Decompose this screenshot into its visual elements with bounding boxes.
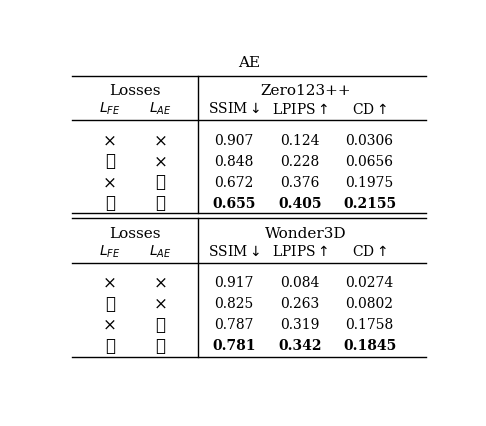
Text: 0.263: 0.263: [280, 297, 320, 311]
Text: ×: ×: [103, 174, 117, 191]
Text: CD$\uparrow$: CD$\uparrow$: [352, 245, 387, 259]
Text: 0.2155: 0.2155: [343, 197, 396, 210]
Text: Losses: Losses: [109, 84, 161, 98]
Text: 0.124: 0.124: [280, 134, 320, 148]
Text: 0.1758: 0.1758: [346, 318, 394, 332]
Text: 0.781: 0.781: [212, 340, 256, 353]
Text: SSIM$\downarrow$: SSIM$\downarrow$: [208, 245, 260, 259]
Text: CD$\uparrow$: CD$\uparrow$: [352, 102, 387, 117]
Text: 0.787: 0.787: [214, 318, 254, 332]
Text: LPIPS$\uparrow$: LPIPS$\uparrow$: [272, 245, 328, 259]
Text: 0.084: 0.084: [280, 276, 320, 291]
Text: 0.342: 0.342: [278, 340, 322, 353]
Text: ×: ×: [154, 153, 168, 170]
Text: LPIPS$\uparrow$: LPIPS$\uparrow$: [272, 102, 328, 117]
Text: ✓: ✓: [156, 317, 166, 334]
Text: $L_{AE}$: $L_{AE}$: [149, 244, 172, 260]
Text: ✓: ✓: [104, 153, 115, 170]
Text: ×: ×: [103, 132, 117, 149]
Text: 0.228: 0.228: [280, 155, 320, 169]
Text: ✓: ✓: [104, 195, 115, 212]
Text: $L_{FE}$: $L_{FE}$: [99, 101, 121, 118]
Text: 0.672: 0.672: [214, 176, 254, 190]
Text: 0.0306: 0.0306: [346, 134, 394, 148]
Text: Losses: Losses: [109, 227, 161, 241]
Text: ✓: ✓: [104, 296, 115, 313]
Text: 0.848: 0.848: [214, 155, 254, 169]
Text: $L_{AE}$: $L_{AE}$: [149, 101, 172, 118]
Text: ✓: ✓: [104, 338, 115, 355]
Text: ✓: ✓: [156, 174, 166, 191]
Text: AE: AE: [238, 56, 260, 69]
Text: 0.655: 0.655: [212, 197, 256, 210]
Text: 0.319: 0.319: [280, 318, 320, 332]
Text: 0.907: 0.907: [214, 134, 254, 148]
Text: ×: ×: [154, 132, 168, 149]
Text: 0.1845: 0.1845: [343, 340, 396, 353]
Text: ✓: ✓: [156, 338, 166, 355]
Text: 0.825: 0.825: [214, 297, 254, 311]
Text: 0.0802: 0.0802: [346, 297, 394, 311]
Text: 0.0274: 0.0274: [346, 276, 394, 291]
Text: $L_{FE}$: $L_{FE}$: [99, 244, 121, 260]
Text: 0.376: 0.376: [280, 176, 320, 190]
Text: SSIM$\downarrow$: SSIM$\downarrow$: [208, 102, 260, 116]
Text: ✓: ✓: [156, 195, 166, 212]
Text: ×: ×: [154, 275, 168, 292]
Text: ×: ×: [103, 275, 117, 292]
Text: 0.1975: 0.1975: [346, 176, 394, 190]
Text: 0.405: 0.405: [278, 197, 322, 210]
Text: 0.0656: 0.0656: [346, 155, 394, 169]
Text: Zero123++: Zero123++: [260, 84, 351, 98]
Text: ×: ×: [103, 317, 117, 334]
Text: 0.917: 0.917: [214, 276, 254, 291]
Text: Wonder3D: Wonder3D: [265, 227, 347, 241]
Text: ×: ×: [154, 296, 168, 313]
